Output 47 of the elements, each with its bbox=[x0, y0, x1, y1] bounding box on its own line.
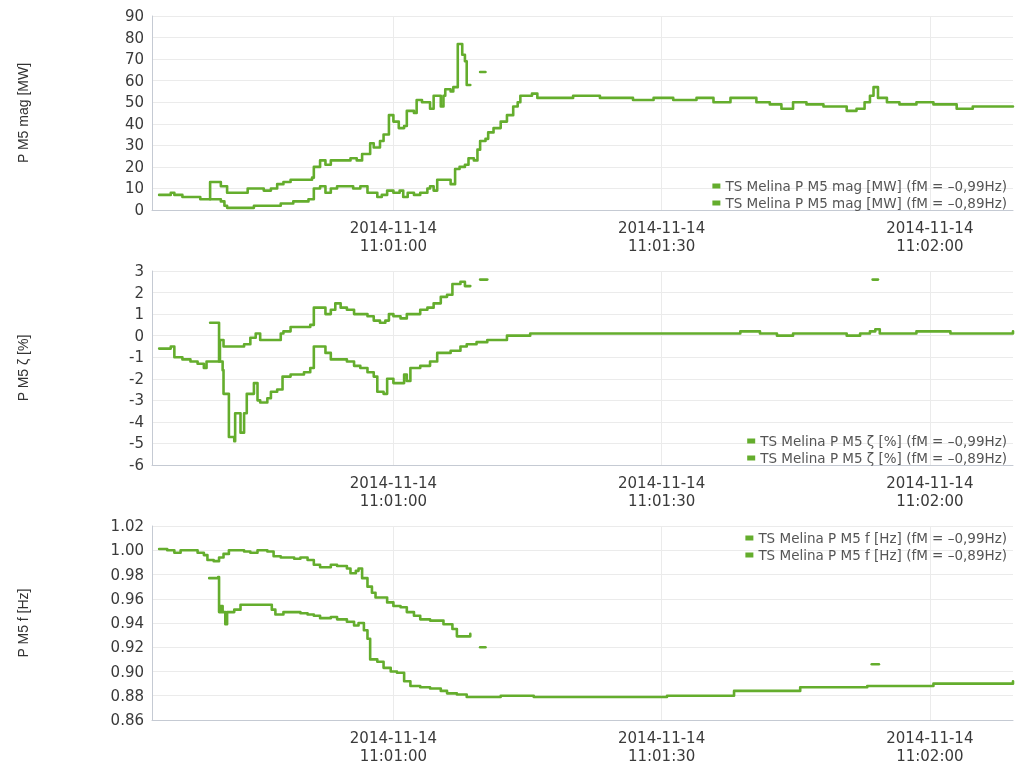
y-tick-label: 60 bbox=[124, 71, 144, 90]
y-axis-title: P M5 ζ [%] bbox=[15, 334, 31, 402]
y-tick-label: -1 bbox=[129, 348, 144, 367]
y-tick-label: 30 bbox=[124, 136, 144, 155]
y-tick-label: 0.90 bbox=[110, 662, 144, 681]
y-tick-label: 0.94 bbox=[110, 614, 144, 632]
y-tick-label: 0 bbox=[134, 201, 144, 219]
x-tick-label: 2014-11-14 11:01:30 bbox=[618, 474, 706, 510]
y-tick-label: 2 bbox=[134, 283, 144, 302]
y-tick-label: 3 bbox=[134, 262, 144, 280]
y-tick-label: -6 bbox=[129, 456, 144, 474]
y-tick-label: 0.96 bbox=[110, 589, 144, 608]
y-tick-label: 40 bbox=[124, 114, 144, 133]
y-tick-label: -3 bbox=[129, 391, 144, 410]
y-tick-label: 1.00 bbox=[110, 541, 144, 560]
x-tick-label: 2014-11-14 11:02:00 bbox=[886, 219, 974, 255]
legend-label: TS Melina P M5 mag [MW] (fM = –0,99Hz) bbox=[724, 178, 1007, 194]
y-tick-label: 0.88 bbox=[110, 686, 144, 705]
x-tick-label: 2014-11-14 11:01:30 bbox=[618, 219, 706, 255]
y-tick-label: 90 bbox=[124, 7, 144, 25]
y-tick-label: 80 bbox=[124, 28, 144, 47]
y-tick-label: -5 bbox=[129, 434, 144, 453]
y-tick-label: 10 bbox=[124, 179, 144, 198]
x-tick-label: 2014-11-14 11:01:00 bbox=[349, 729, 437, 765]
y-axis-title: P M5 mag [MW] bbox=[15, 62, 31, 164]
legend-label: TS Melina P M5 f [Hz] (fM = –0,99Hz) bbox=[757, 530, 1007, 546]
legend-label: TS Melina P M5 ζ [%] (fM = –0,99Hz) bbox=[759, 433, 1008, 449]
y-tick-label: 1 bbox=[134, 305, 144, 324]
y-tick-label: 50 bbox=[124, 93, 144, 112]
y-tick-label: 0 bbox=[134, 326, 144, 345]
y-tick-label: -2 bbox=[129, 369, 144, 388]
x-tick-label: 2014-11-14 11:01:30 bbox=[618, 729, 706, 765]
x-tick-label: 2014-11-14 11:02:00 bbox=[886, 474, 974, 510]
y-tick-label: -4 bbox=[129, 412, 144, 431]
legend-label: TS Melina P M5 f [Hz] (fM = –0,89Hz) bbox=[757, 547, 1007, 563]
y-tick-label: 0.92 bbox=[110, 638, 144, 657]
x-tick-label: 2014-11-14 11:01:00 bbox=[349, 474, 437, 510]
y-tick-label: 20 bbox=[124, 157, 144, 176]
x-tick-label: 2014-11-14 11:01:00 bbox=[349, 219, 437, 255]
y-tick-label: 1.02 bbox=[110, 517, 144, 535]
y-tick-label: 70 bbox=[124, 50, 144, 69]
y-tick-label: 0.86 bbox=[110, 711, 144, 729]
legend-label: TS Melina P M5 mag [MW] (fM = –0,89Hz) bbox=[724, 195, 1007, 211]
legend-label: TS Melina P M5 ζ [%] (fM = –0,89Hz) bbox=[759, 450, 1008, 466]
y-axis-title: P M5 f [Hz] bbox=[15, 588, 31, 658]
x-tick-label: 2014-11-14 11:02:00 bbox=[886, 729, 974, 765]
y-tick-label: 0.98 bbox=[110, 565, 144, 584]
